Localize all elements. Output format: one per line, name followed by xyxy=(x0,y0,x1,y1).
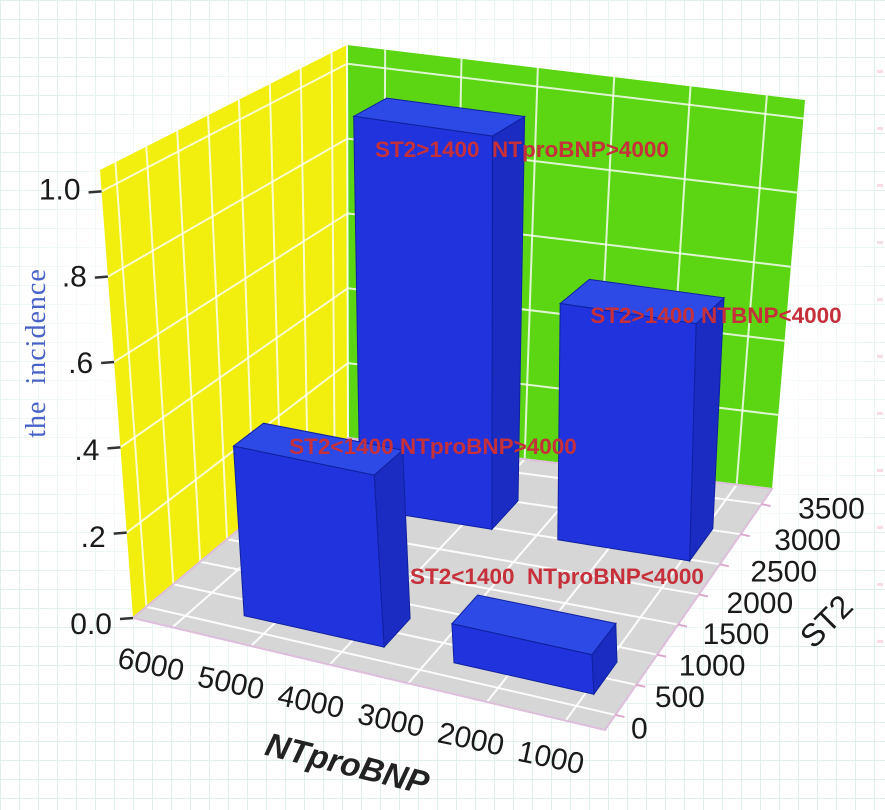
scan-artifact-mark xyxy=(877,70,883,73)
st2-axis-title: ST2 xyxy=(793,588,860,655)
y-axis-tick-mark xyxy=(88,190,102,194)
st2-axis-tick-label: 1500 xyxy=(703,618,770,651)
grid-line xyxy=(735,95,768,485)
bar-annotation: ST2>1400 NTproBNP>4000 xyxy=(375,137,669,162)
st2-axis-tick-label: 0 xyxy=(631,712,648,745)
x-axis-tick-label: 5000 xyxy=(195,660,267,706)
y-axis-title: the incidence xyxy=(21,268,52,437)
x-axis-tick-label: 4000 xyxy=(275,679,347,725)
scan-artifact-mark xyxy=(877,298,883,301)
grid-line xyxy=(523,67,539,460)
st2-axis-tick-mark xyxy=(677,623,688,628)
x-axis-tick-label: 3000 xyxy=(355,698,427,744)
y-axis-tick-label: .8 xyxy=(62,260,87,293)
bar-st2-high-ntprobnp-high-front xyxy=(353,115,493,530)
grid-line xyxy=(176,130,202,562)
st2-axis-tick-label: 3000 xyxy=(774,524,841,557)
grid-line xyxy=(207,115,229,540)
x-axis-tick-label: 2000 xyxy=(435,716,507,762)
grid-line xyxy=(101,62,348,193)
st2-axis-tick-label: 500 xyxy=(655,681,705,714)
grid-line xyxy=(330,52,336,450)
bar-st2-low-ntprobnp-low-front xyxy=(451,623,595,695)
scan-artifact-mark xyxy=(877,412,883,415)
st2-axis-tick-mark xyxy=(615,713,625,718)
grid-line xyxy=(119,287,349,449)
y-axis-tick-mark xyxy=(119,616,134,621)
y-axis-tick-mark xyxy=(94,275,108,279)
bar-st2-low-ntprobnp-high-front xyxy=(232,445,385,648)
y-axis-tick-label: .4 xyxy=(74,434,99,467)
wall-seam xyxy=(346,44,349,439)
grid-line xyxy=(145,146,175,585)
st2-axis-tick-mark xyxy=(740,533,750,538)
scan-artifact-mark xyxy=(877,640,883,643)
scan-artifact-mark xyxy=(877,127,883,130)
y-axis-tick-mark xyxy=(107,446,121,450)
st2-axis-tick-label: 2500 xyxy=(750,555,817,588)
y-axis-tick-mark xyxy=(101,360,115,365)
y-axis-tick-label: 1.0 xyxy=(39,173,81,206)
x-axis-tick-label: 6000 xyxy=(115,642,187,688)
y-axis-tick-label: .2 xyxy=(81,521,106,554)
bar-st2-high-ntprobnp-low-front xyxy=(557,302,697,562)
grid-line xyxy=(299,68,309,472)
scan-artifact-mark xyxy=(877,583,883,586)
scan-artifact-mark xyxy=(877,184,883,187)
st2-axis-tick-label: 3500 xyxy=(798,493,865,526)
y-axis-tick-label: .6 xyxy=(68,347,93,380)
scan-artifact-mark xyxy=(877,241,883,244)
bar-annotation: ST2<1400 NTproBNP>4000 xyxy=(289,434,577,459)
st2-axis-tick-mark xyxy=(636,683,646,688)
scan-artifact-mark xyxy=(877,355,883,358)
grid-line xyxy=(113,212,348,363)
st2-axis-tick-label: 1000 xyxy=(679,650,746,683)
scan-artifact-mark xyxy=(877,469,883,472)
y-axis-tick-label: 0.0 xyxy=(70,608,112,641)
y-axis-tick-mark xyxy=(113,531,127,535)
st2-axis-tick-label: 2000 xyxy=(726,587,793,620)
x-axis-tick-label: 1000 xyxy=(515,735,587,781)
bar-annotation: ST2<1400 NTproBNP<4000 xyxy=(410,564,704,589)
grid-line xyxy=(346,62,804,120)
st2-axis-tick-mark xyxy=(719,563,730,568)
st2-axis-tick-mark xyxy=(656,653,667,658)
st2-axis-tick-mark xyxy=(761,503,771,508)
scan-artifact-mark xyxy=(877,526,883,529)
st2-axis-tick-mark xyxy=(698,593,709,598)
bar-annotation: ST2>1400 NTBNP<4000 xyxy=(590,303,841,328)
grid-line xyxy=(114,162,148,607)
grid-line xyxy=(146,605,616,716)
grid-line xyxy=(107,137,348,278)
